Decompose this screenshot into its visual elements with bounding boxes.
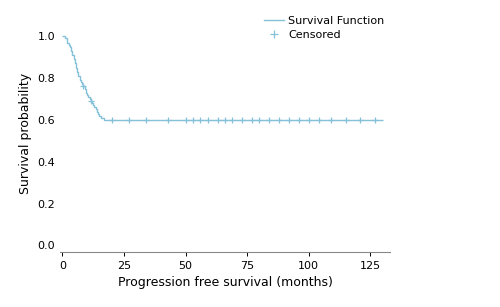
Legend: Survival Function, Censored: Survival Function, Censored	[264, 16, 384, 40]
Y-axis label: Survival probability: Survival probability	[19, 73, 32, 194]
X-axis label: Progression free survival (months): Progression free survival (months)	[118, 276, 332, 289]
